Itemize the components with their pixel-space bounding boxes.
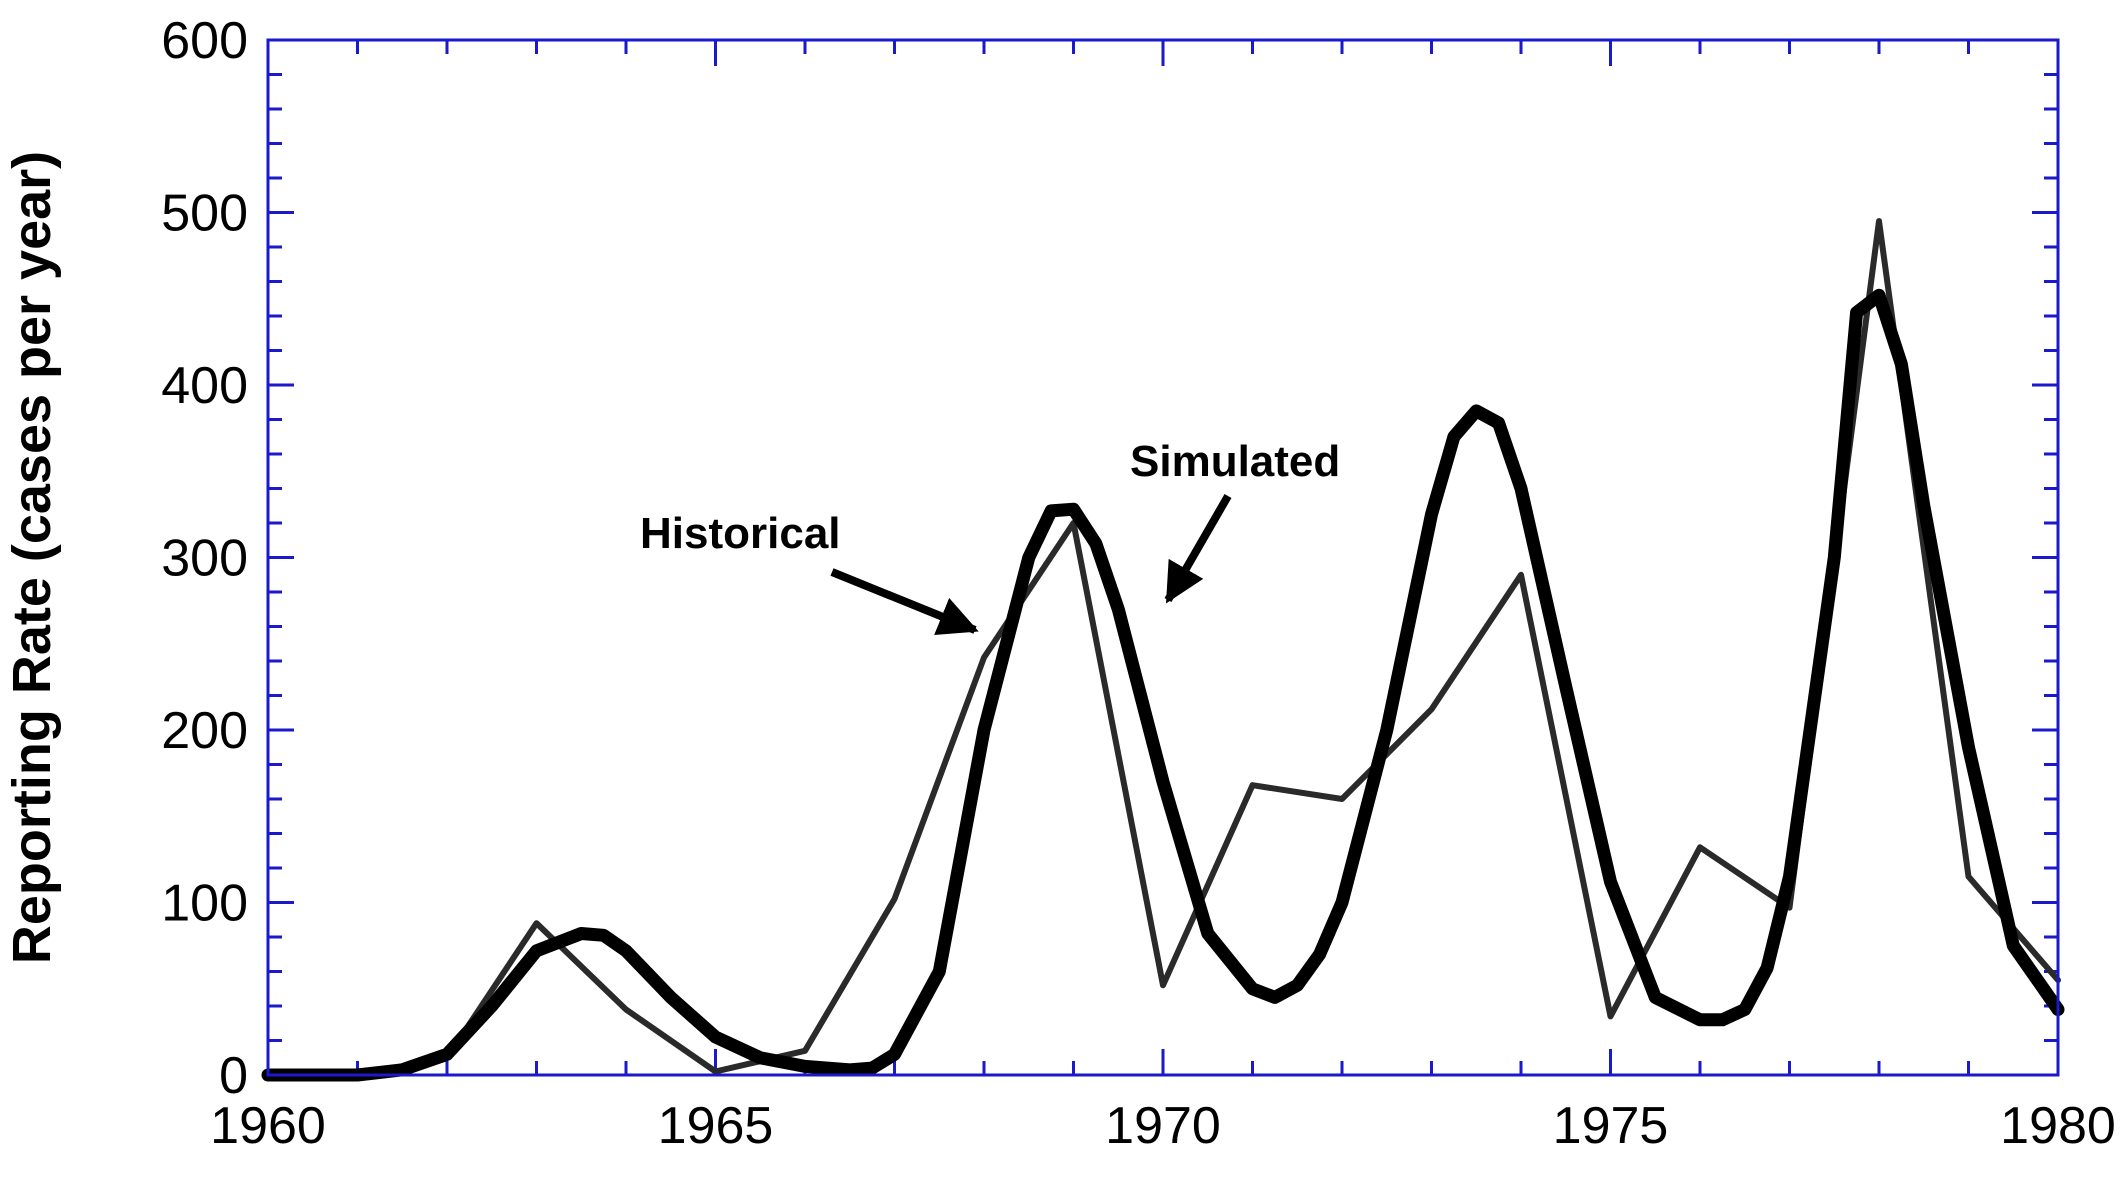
annotation-simulated: Simulated xyxy=(1130,437,1340,486)
y-tick-label: 200 xyxy=(161,702,248,760)
series-line-historical xyxy=(265,218,2061,1078)
series-line-simulated xyxy=(261,288,2065,1082)
x-tick-label: 1965 xyxy=(658,1097,774,1155)
series-layer xyxy=(261,218,2065,1082)
ticks-layer xyxy=(266,38,2060,1077)
x-tick-label: 1975 xyxy=(1553,1097,1669,1155)
y-tick-label: 0 xyxy=(219,1047,248,1105)
x-tick-label: 1970 xyxy=(1105,1097,1221,1155)
labels-layer: 1960 1965 1970 1975 1980 0 100 200 300 400 500 600 xyxy=(161,12,2116,1155)
x-tick-label: 1960 xyxy=(210,1097,326,1155)
annotation-historical: Historical xyxy=(640,509,841,558)
y-axis-title: Reporting Rate (cases per year) xyxy=(2,151,62,964)
arrow-simulated xyxy=(1164,494,1232,604)
plot-frame xyxy=(266,38,2060,1077)
y-tick-label: 600 xyxy=(161,12,248,70)
x-tick-label: 1980 xyxy=(2000,1097,2116,1155)
y-tick-label: 400 xyxy=(161,357,248,415)
y-tick-label: 500 xyxy=(161,185,248,243)
y-tick-label: 100 xyxy=(161,875,248,933)
annotations-layer: Historical Simulated xyxy=(640,437,1340,636)
arrow-historical xyxy=(830,568,979,636)
y-tick-label: 300 xyxy=(161,530,248,588)
